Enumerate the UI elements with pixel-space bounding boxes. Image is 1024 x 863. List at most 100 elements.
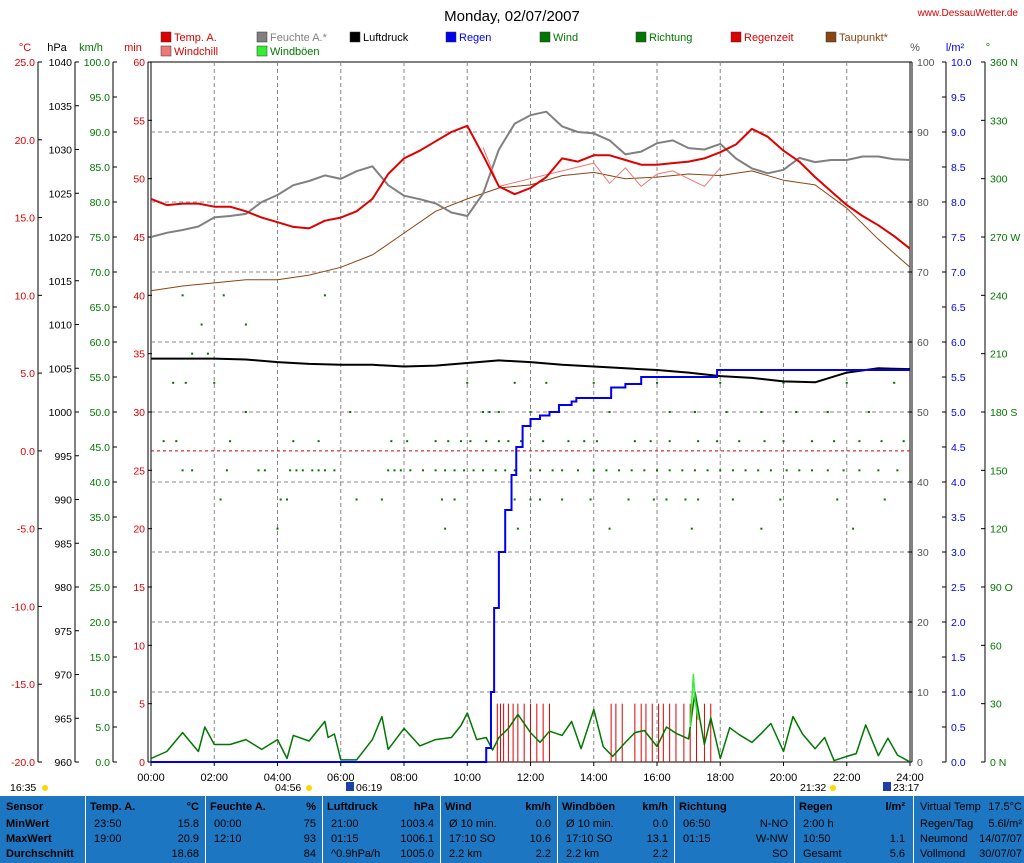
time-tick-label: 00:00 (137, 772, 165, 784)
time-tick-label: 14:00 (580, 772, 608, 784)
direction-dot (896, 469, 899, 472)
axis-tick-label-rain: 8.5 (951, 162, 966, 174)
legend-label: Regen (459, 32, 491, 44)
direction-dot (482, 469, 485, 472)
axis-tick-label-pressure: 1020 (49, 232, 73, 244)
axis-tick-label-temp: -20.0 (11, 757, 35, 769)
axis-unit-rain: l/m² (946, 42, 965, 54)
direction-dot (323, 294, 326, 297)
axis-tick-label-wind: 45.0 (90, 442, 111, 454)
footer-column-title: Wind (445, 801, 472, 813)
direction-dot (276, 527, 279, 530)
direction-dot (605, 469, 608, 472)
footer-column-title: Regen (799, 801, 833, 813)
direction-dot (317, 469, 320, 472)
wind-line (150, 691, 911, 763)
footer-cell-label: 00:00 (214, 818, 242, 830)
direction-dot (466, 381, 469, 384)
direction-dot (697, 440, 700, 443)
axis-tick-label-direction: 150 (990, 465, 1008, 477)
axis-tick-label-wind: 60.0 (90, 337, 111, 349)
direction-dot (583, 440, 586, 443)
footer-cell-value: 2.2 (535, 848, 551, 860)
axis-tick-label-direction: 30 (990, 699, 1002, 711)
time-tick-label: 16:00 (643, 772, 671, 784)
footer-cell-value: 20.9 (177, 833, 199, 845)
footer-column-unit: km/h (525, 801, 551, 813)
direction-dot (608, 411, 611, 413)
axis-tick-label-rain: 7.5 (951, 232, 966, 244)
footer-separator (913, 796, 914, 863)
axis-tick-label-pressure: 975 (54, 626, 72, 638)
axis-tick-label-wind: 25.0 (90, 582, 111, 594)
direction-dot (690, 527, 693, 530)
legend-swatch (445, 31, 457, 43)
direction-dot (390, 440, 393, 443)
direction-dot (488, 411, 491, 413)
direction-dot (229, 440, 232, 443)
axis-tick-label-pressure: 965 (54, 713, 72, 725)
axis-tick-label-rain: 10.0 (951, 57, 972, 69)
footer-cell-label: ^0.9hPa/h (331, 848, 381, 860)
direction-dot (826, 469, 829, 472)
axis-tick-label-pressure: 1035 (49, 101, 73, 113)
axis-tick-label-humidity: 10 (917, 687, 929, 699)
time-tick-label: 20:00 (770, 772, 798, 784)
footer-separator (322, 796, 323, 863)
axis-tick-label-minutes: 40 (133, 290, 145, 302)
axis-tick-label-rain: 1.0 (951, 687, 966, 699)
axis-tick-label-humidity: 0 (917, 757, 923, 769)
axis-tick-label-minutes: 30 (133, 407, 145, 419)
pressure-line (151, 357, 911, 384)
plot-area (150, 110, 911, 763)
direction-dot (630, 469, 633, 472)
axis-tick-label-rain: 8.0 (951, 197, 966, 209)
direction-dot (257, 469, 260, 472)
footer-cell-value: SO (772, 848, 788, 860)
axis-tick-label-rain: 6.0 (951, 337, 966, 349)
direction-dot (497, 411, 500, 413)
direction-dot (656, 469, 658, 472)
direction-dot (191, 352, 194, 355)
axis-tick-label-rain: 0.0 (951, 757, 966, 769)
direction-dot (453, 469, 456, 472)
axis-tick-label-direction: 0 N (990, 757, 1006, 769)
axis-tick-label-humidity: 60 (917, 337, 929, 349)
axis-tick-label-wind: 65.0 (90, 302, 111, 314)
direction-dot (301, 469, 304, 472)
axis-tick-label-direction: 270 W (990, 232, 1020, 244)
direction-dot (826, 411, 829, 413)
direction-dot (744, 469, 747, 472)
legend-label: Wind (553, 32, 578, 44)
footer-column-unit: km/h (642, 801, 668, 813)
direction-dot (782, 440, 785, 443)
direction-dot (244, 411, 247, 413)
axis-tick-label-wind: 50.0 (90, 407, 111, 419)
footer-column-title: Luftdruck (327, 801, 378, 813)
axis-tick-label-rain: 5.5 (951, 372, 966, 384)
footer-extra-value: 14/07/07 (979, 833, 1022, 845)
axis-tick-label-pressure: 1025 (49, 188, 73, 200)
direction-dot (333, 469, 336, 472)
sunset-previous-label: 16:35 (10, 782, 36, 794)
moon-icon (883, 782, 891, 791)
direction-dot (842, 469, 845, 472)
axis-tick-label-rain: 4.5 (951, 442, 966, 454)
direction-dot (472, 469, 475, 472)
footer-cell-value: 84 (303, 848, 316, 860)
axis-tick-label-wind: 85.0 (90, 162, 111, 174)
legend: Temp. A. Windchill Feuchte A.* Windböen Luft… (160, 31, 889, 58)
direction-dot (731, 498, 734, 501)
direction-dot (782, 381, 785, 384)
direction-dot (719, 381, 722, 384)
axis-tick-label-rain: 4.0 (951, 477, 966, 489)
axis-tick-label-direction: 330 (990, 115, 1008, 127)
footer-cell-label: Gesamt (803, 848, 842, 860)
axis-unit-humidity: % (910, 42, 920, 54)
direction-dot (738, 440, 741, 443)
website-link[interactable]: www.DessauWetter.de (917, 8, 1019, 19)
footer-cell-value: W-NW (755, 833, 788, 845)
direction-dot (295, 469, 298, 472)
direction-dot (380, 498, 383, 501)
direction-dot (716, 440, 719, 443)
